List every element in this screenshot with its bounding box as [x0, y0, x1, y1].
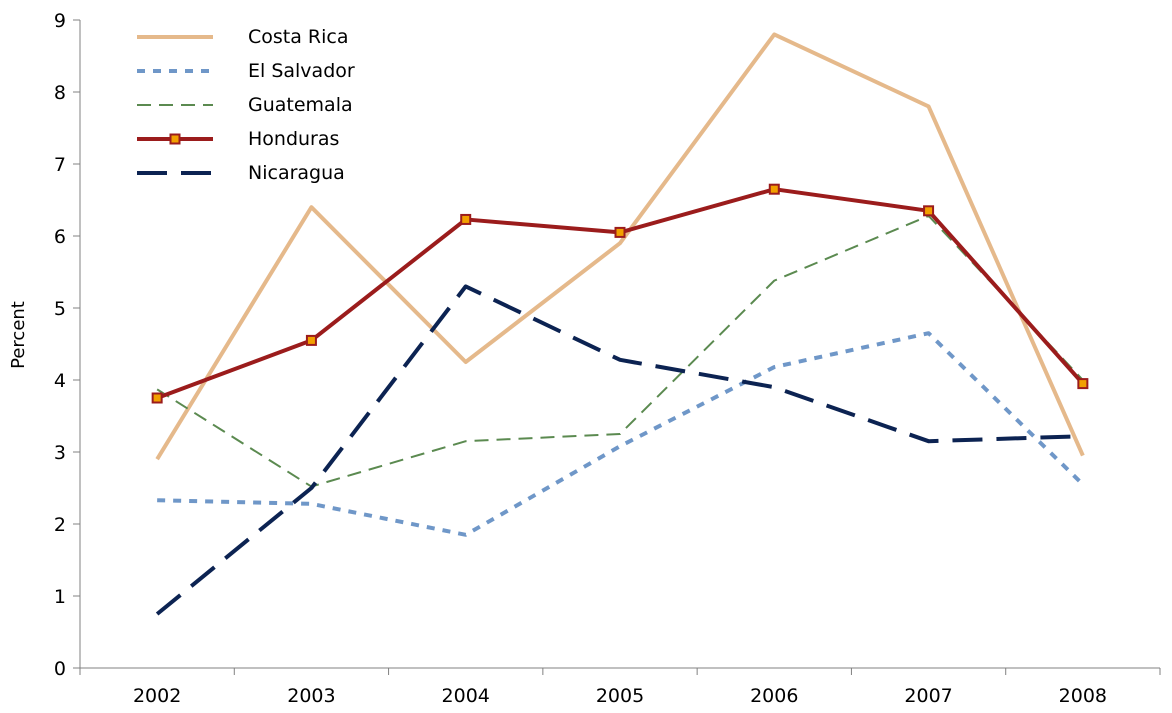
legend-item: Nicaragua: [137, 162, 345, 184]
y-tick-label: 1: [54, 586, 66, 608]
series-line: [156, 214, 1084, 488]
legend-label: Honduras: [248, 128, 339, 150]
y-tick-label: 0: [54, 658, 66, 680]
series-costa-rica: [155, 32, 1085, 461]
legend-item: Costa Rica: [137, 26, 349, 48]
x-tick-label: 2002: [133, 685, 181, 707]
data-point: [923, 205, 935, 217]
legend: Costa Rica El Salvador Guatemala Honduras Ni…: [137, 26, 355, 184]
legend-item: Honduras: [137, 128, 339, 150]
y-tick-label: 2: [54, 514, 66, 536]
y-tick-label: 3: [54, 442, 66, 464]
series-line: [157, 331, 1085, 537]
series-line: [156, 187, 1085, 400]
y-tick-label: 6: [54, 226, 66, 248]
data-point: [305, 334, 317, 346]
y-tick-label: 8: [54, 82, 66, 104]
series-el-salvador: [157, 331, 1085, 537]
series-honduras: [151, 183, 1089, 404]
y-tick-label: 5: [54, 298, 66, 320]
x-tick-label: 2005: [596, 685, 644, 707]
y-tick-label: 7: [54, 154, 66, 176]
data-point: [151, 392, 163, 404]
x-tick-label: 2008: [1059, 685, 1107, 707]
series-nicaragua: [155, 284, 1083, 616]
legend-label: El Salvador: [248, 60, 355, 82]
data-point: [1077, 378, 1089, 390]
data-point: [460, 213, 472, 225]
axes: 0 1 2 3 4 5 6 7 8 9 2002 2003 2004 2005 2006 2007 2008: [54, 10, 1161, 707]
legend-marker: [169, 133, 181, 145]
series-line: [155, 284, 1083, 616]
data-point: [768, 183, 780, 195]
series-guatemala: [156, 214, 1084, 488]
legend-item: El Salvador: [137, 60, 355, 82]
legend-label: Guatemala: [248, 94, 353, 116]
legend-label: Nicaragua: [248, 162, 345, 184]
legend-item: Guatemala: [137, 94, 353, 116]
y-tick-label: 9: [54, 10, 66, 32]
x-tick-label: 2004: [442, 685, 490, 707]
series-line: [155, 32, 1085, 461]
legend-label: Costa Rica: [248, 26, 349, 48]
x-tick-label: 2003: [287, 685, 335, 707]
data-point: [614, 226, 626, 238]
x-tick-label: 2007: [904, 685, 952, 707]
series-layer: [151, 32, 1089, 616]
x-tick-label: 2006: [750, 685, 798, 707]
y-tick-label: 4: [54, 370, 66, 392]
y-axis-label: Percent: [8, 301, 29, 369]
